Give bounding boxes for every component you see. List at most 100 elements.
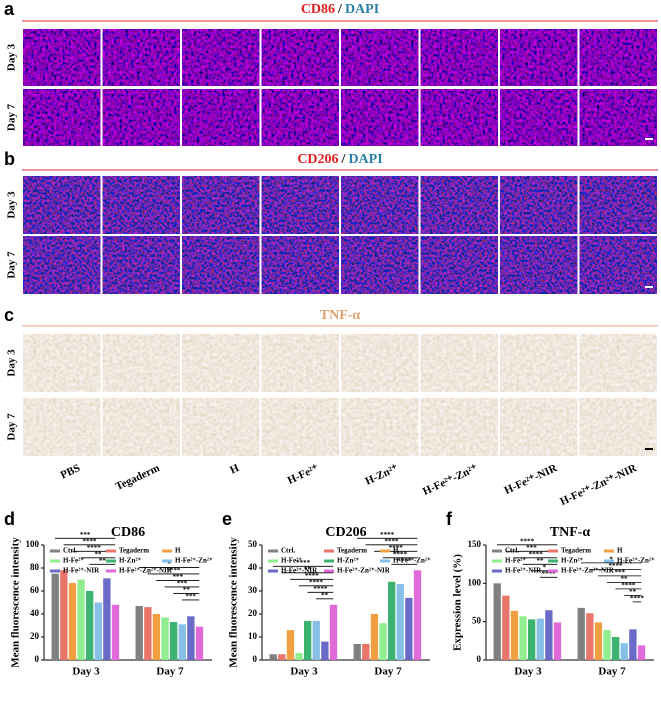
micrograph (500, 89, 578, 146)
micrograph (500, 236, 578, 294)
micrograph (341, 29, 419, 86)
bar (111, 604, 120, 660)
bar (353, 643, 361, 660)
micrograph (420, 29, 498, 86)
significance-label: *** (526, 544, 537, 552)
micrograph (23, 236, 101, 294)
bar (178, 624, 186, 660)
bar (152, 614, 161, 660)
legend-swatch (604, 549, 614, 553)
bar (286, 630, 295, 660)
y-tick-label: 60 (30, 585, 40, 595)
bar (60, 570, 68, 660)
legend-swatch (492, 569, 502, 573)
significance-label: **** (166, 567, 181, 575)
bar (413, 570, 422, 660)
scale-bar (645, 286, 653, 288)
y-tick-label: 50 (248, 539, 258, 549)
legend-swatch (268, 559, 278, 563)
legend-swatch (106, 559, 116, 563)
significance-label: ** (621, 575, 629, 583)
y-tick-label: 20 (30, 631, 40, 641)
chart-title: CD206 (325, 525, 366, 540)
bar (405, 597, 413, 660)
x-tick-label: Day 3 (514, 666, 542, 678)
micrograph (341, 398, 419, 456)
counterstain-name: DAPI (345, 2, 379, 17)
legend-swatch (50, 549, 60, 553)
row-label: Day 3 (6, 349, 18, 377)
panel-title: CD86/DAPI (301, 2, 379, 17)
row-label: Day 3 (6, 191, 18, 219)
micrograph (341, 176, 419, 234)
group-label: Tegaderm (114, 462, 162, 493)
y-tick-label: 150 (468, 539, 482, 549)
significance-label: **** (87, 544, 102, 552)
micrograph (579, 176, 657, 234)
separator: / (337, 2, 343, 17)
micrograph (261, 176, 339, 234)
legend-label: H-Zn²⁺ (561, 557, 583, 565)
bar (278, 654, 286, 660)
legend-swatch (324, 569, 334, 573)
micrograph (182, 89, 260, 146)
row-label: Day 7 (6, 251, 18, 279)
x-tick-label: Day 3 (72, 666, 100, 678)
y-tick-label: 10 (248, 631, 258, 641)
y-tick-label: 30 (248, 585, 258, 595)
significance-label: **** (309, 578, 324, 586)
legend-label: H-Fe²⁺-Zn²⁺-NIR (561, 567, 615, 575)
group-label: PBS (59, 462, 82, 481)
micrograph (102, 29, 180, 86)
bar (94, 602, 102, 660)
micrograph (182, 334, 260, 392)
bar (536, 618, 544, 660)
bar (545, 610, 553, 660)
chart-title: TNF-α (550, 525, 591, 540)
legend-swatch (106, 549, 116, 553)
legend-label: H-Fe²⁺-Zn²⁺ (393, 557, 431, 565)
legend-swatch (380, 549, 390, 553)
significance-label: **** (389, 544, 404, 552)
y-tick-label: 100 (468, 577, 482, 587)
legend-swatch (268, 569, 278, 573)
micrograph (261, 334, 339, 392)
row-label: Day 7 (6, 413, 18, 441)
significance-label: **** (82, 537, 97, 545)
micrograph (102, 89, 180, 146)
significance-label: *** (172, 573, 183, 581)
stain-name: CD86 (301, 2, 335, 17)
legend-label: H-Zn²⁺ (337, 557, 359, 565)
bar (321, 641, 329, 660)
bar (370, 614, 379, 660)
micrograph (23, 89, 101, 146)
legend-label: H-Zn²⁺ (119, 557, 141, 565)
legend-swatch (50, 569, 60, 573)
y-axis-label: Mean fluorescence intensity (10, 537, 22, 668)
panel-letter: d (4, 509, 15, 529)
legend-swatch (548, 569, 558, 573)
significance-label: **** (397, 557, 412, 565)
significance-label: **** (608, 562, 623, 570)
micrograph (182, 398, 260, 456)
significance-label: **** (296, 559, 311, 567)
y-tick-label: 0 (35, 654, 40, 664)
bar (379, 623, 387, 660)
bar (493, 583, 501, 660)
bar (329, 604, 338, 660)
legend-label: H-Fe²⁺-NIR (63, 567, 100, 575)
bar (637, 645, 646, 660)
significance-label: *** (614, 568, 625, 576)
group-label: H-Fe²⁺-NIR (503, 462, 560, 497)
micrograph (102, 398, 180, 456)
significance-label: **** (520, 537, 535, 545)
group-label: H-Fe²⁺-Zn²⁺-NIR (558, 462, 639, 508)
bar (144, 607, 152, 660)
legend-label: Tegaderm (337, 547, 367, 555)
bar (170, 622, 178, 660)
bar (620, 643, 628, 660)
significance-label: **** (380, 531, 395, 539)
micrograph (341, 89, 419, 146)
bar (195, 626, 204, 660)
